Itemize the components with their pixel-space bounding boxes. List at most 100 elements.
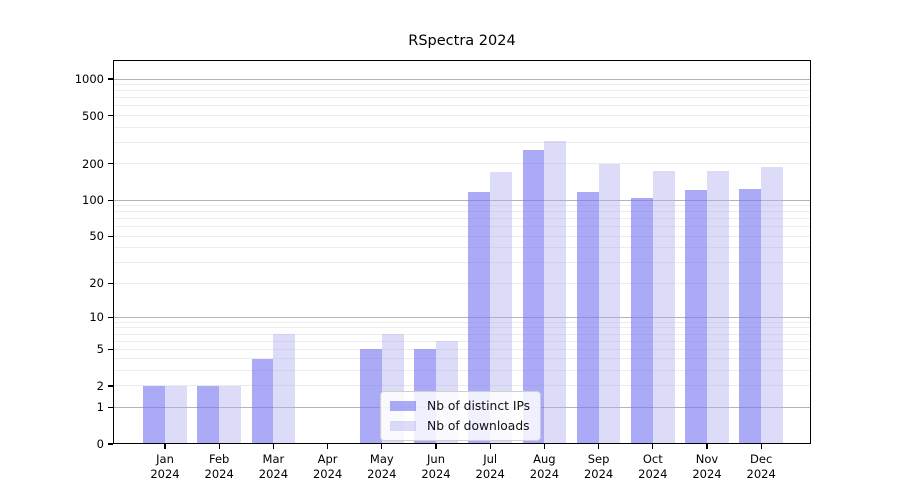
bar-downloads [544, 141, 567, 444]
x-tick-label: Mar 2024 [258, 452, 289, 481]
gridline-major [113, 78, 811, 80]
bar-downloads [707, 170, 729, 444]
bar-distinct-ips [739, 188, 762, 444]
gridline-minor [113, 90, 811, 92]
gridline-minor [113, 163, 811, 165]
y-tick-mark [108, 282, 113, 284]
gridline-minor [113, 211, 811, 213]
bar-downloads [219, 385, 241, 444]
bar-downloads [652, 170, 675, 444]
y-tick-mark [108, 78, 113, 80]
y-tick-mark [108, 385, 113, 387]
bar-distinct-ips [197, 385, 220, 444]
gridline-minor [113, 226, 811, 228]
bar-distinct-ips [251, 358, 274, 444]
gridline-minor [113, 205, 811, 207]
x-tick-label: Oct 2024 [638, 452, 668, 481]
y-tick-mark [108, 114, 113, 117]
gridline-minor [113, 385, 811, 387]
y-tick-label: 2 [96, 378, 104, 393]
bar-downloads [165, 385, 187, 444]
y-tick-label: 100 [82, 193, 104, 208]
gridline-minor [113, 282, 811, 284]
x-tick-mark [435, 444, 437, 449]
y-tick-mark [108, 316, 113, 318]
x-tick-label: Aug 2024 [529, 452, 560, 481]
x-tick-mark [218, 444, 220, 449]
chart-title: RSpectra 2024 [408, 33, 516, 49]
y-tick-label: 5 [96, 342, 104, 357]
legend-label-downloads: Nb of downloads [427, 419, 530, 433]
y-tick-label: 1 [96, 400, 104, 415]
x-tick-label: Feb 2024 [204, 452, 234, 481]
legend-item-distinct-ips: Nb of distinct IPs [390, 398, 530, 414]
x-tick-label: Jul 2024 [475, 452, 505, 481]
bar-distinct-ips [360, 349, 382, 444]
gridline-minor [113, 262, 811, 264]
x-tick-mark [489, 444, 491, 449]
y-tick-mark [108, 348, 113, 350]
gridline-minor [113, 218, 811, 220]
bar-distinct-ips [468, 191, 491, 444]
plot-area: Nb of distinct IPs Nb of downloads [113, 60, 811, 444]
x-tick-label: Sep 2024 [583, 452, 614, 481]
gridline-minor [113, 321, 811, 323]
gridline-minor [113, 115, 811, 117]
x-tick-label: Jun 2024 [421, 452, 451, 481]
gridline-minor [113, 370, 811, 372]
y-tick-label: 20 [89, 276, 104, 291]
x-tick-mark [706, 444, 708, 449]
gridline-minor [113, 126, 811, 128]
gridline-minor [113, 105, 811, 107]
gridline-minor [113, 348, 811, 350]
x-tick-label: Apr 2024 [312, 452, 343, 481]
bar-distinct-ips [143, 385, 165, 444]
gridline-minor [113, 333, 811, 335]
y-tick-label: 500 [82, 108, 104, 123]
x-tick-mark [164, 444, 166, 449]
x-tick-mark [760, 444, 762, 449]
y-tick-label: 0 [96, 437, 104, 451]
gridline-major [113, 199, 811, 201]
legend-item-downloads: Nb of downloads [390, 418, 530, 434]
y-tick-label: 10 [89, 310, 104, 325]
y-tick-mark [108, 406, 113, 408]
y-tick-label: 1000 [74, 72, 104, 86]
gridline-minor [113, 358, 811, 360]
legend-swatch-downloads [390, 421, 416, 431]
gridline-minor [113, 141, 811, 143]
bar-downloads [273, 334, 296, 444]
y-tick-label: 200 [82, 156, 104, 171]
x-tick-mark [381, 444, 383, 449]
x-tick-label: Jan 2024 [150, 452, 180, 481]
gridline-minor [113, 247, 811, 249]
bar-distinct-ips [685, 189, 707, 444]
y-tick-mark [108, 235, 113, 237]
gridline-minor [113, 97, 811, 99]
legend-swatch-distinct-ips [390, 401, 416, 411]
x-tick-mark [272, 444, 274, 449]
gridline-major [113, 316, 811, 318]
bar-downloads [598, 163, 621, 444]
bar-distinct-ips [522, 150, 545, 444]
bar-downloads [490, 172, 512, 444]
y-tick-mark [108, 199, 113, 201]
gridline-minor [113, 84, 811, 86]
bar-distinct-ips [631, 198, 653, 444]
x-tick-label: Dec 2024 [746, 452, 776, 481]
gridline-minor [113, 327, 811, 329]
gridline-minor [113, 235, 811, 237]
y-tick-mark [108, 443, 113, 445]
legend-label-distinct-ips: Nb of distinct IPs [427, 399, 531, 413]
x-tick-label: May 2024 [367, 452, 397, 481]
x-tick-mark [652, 444, 654, 449]
x-tick-label: Nov 2024 [692, 452, 722, 481]
y-tick-label: 50 [89, 229, 104, 244]
y-tick-mark [108, 163, 113, 165]
x-tick-mark [327, 444, 329, 449]
x-tick-mark [543, 444, 545, 449]
bar-downloads [761, 166, 783, 444]
x-tick-mark [598, 444, 600, 449]
gridline-minor [113, 340, 811, 342]
